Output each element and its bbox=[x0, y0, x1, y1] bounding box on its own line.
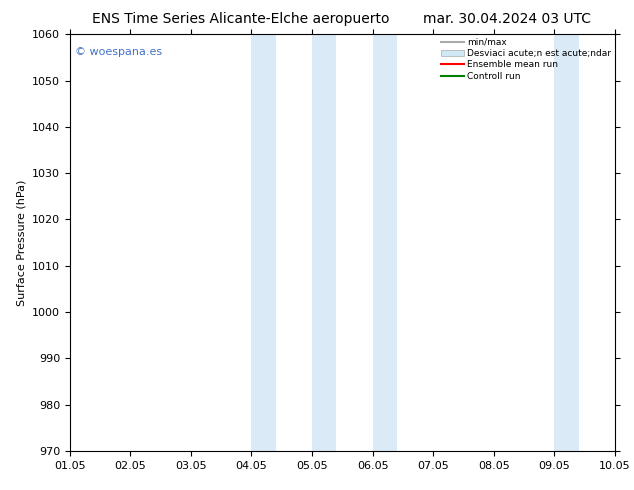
Y-axis label: Surface Pressure (hPa): Surface Pressure (hPa) bbox=[16, 179, 27, 306]
Bar bbox=[554, 34, 579, 451]
Text: © woespana.es: © woespana.es bbox=[75, 47, 162, 57]
Bar bbox=[373, 34, 397, 451]
Text: mar. 30.04.2024 03 UTC: mar. 30.04.2024 03 UTC bbox=[424, 12, 591, 26]
Legend: min/max, Desviaci acute;n est acute;ndar, Ensemble mean run, Controll run: min/max, Desviaci acute;n est acute;ndar… bbox=[439, 36, 613, 82]
Bar bbox=[312, 34, 336, 451]
Bar bbox=[615, 34, 634, 451]
Text: ENS Time Series Alicante-Elche aeropuerto: ENS Time Series Alicante-Elche aeropuert… bbox=[92, 12, 390, 26]
Bar bbox=[252, 34, 276, 451]
